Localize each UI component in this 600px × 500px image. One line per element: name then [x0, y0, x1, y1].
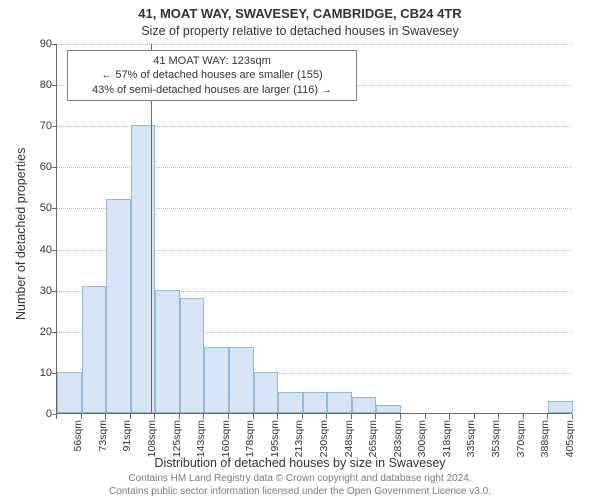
- chart-container: 41, MOAT WAY, SWAVESEY, CAMBRIDGE, CB24 …: [0, 0, 600, 500]
- y-tick-labels: 0102030405060708090: [20, 44, 56, 414]
- x-tick-mark: [474, 414, 475, 419]
- histogram-bar: [327, 392, 352, 413]
- footer-line: Contains public sector information licen…: [0, 486, 600, 499]
- y-tick-mark: [52, 332, 57, 333]
- y-tick-mark: [52, 208, 57, 209]
- histogram-bar: [278, 392, 303, 413]
- y-tick-mark: [52, 167, 57, 168]
- x-tick-mark: [203, 414, 204, 419]
- y-tick-mark: [52, 250, 57, 251]
- x-tick-mark: [56, 414, 57, 419]
- x-tick-label: 195sqm: [269, 420, 281, 457]
- histogram-bar: [82, 286, 107, 413]
- histogram-bar: [106, 199, 131, 413]
- y-tick-label: 80: [22, 79, 52, 91]
- x-tick-mark: [228, 414, 229, 419]
- histogram-bar: [352, 397, 377, 413]
- y-tick-label: 40: [22, 244, 52, 256]
- x-tick-mark: [498, 414, 499, 419]
- histogram-bar: [229, 347, 254, 413]
- histogram-bar: [254, 372, 279, 413]
- annotation-line: 43% of semi-detached houses are larger (…: [76, 83, 348, 97]
- x-axis-label: Distribution of detached houses by size …: [0, 456, 600, 470]
- x-tick-label: 353sqm: [490, 420, 502, 457]
- y-tick-label: 60: [22, 161, 52, 173]
- x-tick-mark: [351, 414, 352, 419]
- x-tick-label: 56sqm: [72, 420, 84, 452]
- x-tick-mark: [154, 414, 155, 419]
- x-tick-label: 248sqm: [343, 420, 355, 457]
- x-tick-mark: [105, 414, 106, 419]
- x-tick-label: 125sqm: [171, 420, 183, 457]
- x-tick-mark: [572, 414, 573, 419]
- x-tick-mark: [302, 414, 303, 419]
- x-tick-label: 178sqm: [244, 420, 256, 457]
- x-tick-label: 388sqm: [539, 420, 551, 457]
- x-tick-label: 318sqm: [441, 420, 453, 457]
- x-tick-label: 405sqm: [564, 420, 576, 457]
- histogram-bar: [204, 347, 229, 413]
- x-tick-label: 213sqm: [293, 420, 305, 457]
- histogram-bar: [57, 372, 82, 413]
- x-tick-mark: [179, 414, 180, 419]
- x-tick-mark: [326, 414, 327, 419]
- chart-title: 41, MOAT WAY, SWAVESEY, CAMBRIDGE, CB24 …: [0, 6, 600, 21]
- y-tick-label: 90: [22, 38, 52, 50]
- y-tick-mark: [52, 85, 57, 86]
- x-tick-mark: [449, 414, 450, 419]
- y-tick-label: 0: [22, 408, 52, 420]
- x-tick-label: 160sqm: [220, 420, 232, 457]
- annotation-box: 41 MOAT WAY: 123sqm ← 57% of detached ho…: [67, 50, 357, 101]
- x-tick-mark: [375, 414, 376, 419]
- x-tick-label: 300sqm: [416, 420, 428, 457]
- footer-attribution: Contains HM Land Registry data © Crown c…: [0, 473, 600, 498]
- x-tick-mark: [523, 414, 524, 419]
- y-tick-label: 50: [22, 202, 52, 214]
- x-tick-mark: [277, 414, 278, 419]
- y-tick-mark: [52, 126, 57, 127]
- annotation-line: ← 57% of detached houses are smaller (15…: [76, 68, 348, 82]
- x-tick-label: 91sqm: [121, 420, 133, 452]
- x-tick-mark: [253, 414, 254, 419]
- y-tick-mark: [52, 291, 57, 292]
- y-tick-label: 70: [22, 120, 52, 132]
- x-tick-label: 370sqm: [515, 420, 527, 457]
- x-tick-label: 265sqm: [367, 420, 379, 457]
- x-tick-label: 143sqm: [195, 420, 207, 457]
- footer-line: Contains HM Land Registry data © Crown c…: [0, 473, 600, 486]
- grid-line: [57, 44, 572, 45]
- annotation-line: 41 MOAT WAY: 123sqm: [76, 54, 348, 68]
- chart-subtitle: Size of property relative to detached ho…: [0, 24, 600, 38]
- x-tick-label: 73sqm: [97, 420, 109, 452]
- plot-area: 41 MOAT WAY: 123sqm ← 57% of detached ho…: [56, 44, 572, 414]
- x-tick-mark: [425, 414, 426, 419]
- x-tick-mark: [130, 414, 131, 419]
- x-tick-mark: [400, 414, 401, 419]
- y-tick-label: 30: [22, 285, 52, 297]
- histogram-bar: [303, 392, 328, 413]
- x-tick-mark: [547, 414, 548, 419]
- x-tick-label: 230sqm: [318, 420, 330, 457]
- x-tick-mark: [81, 414, 82, 419]
- y-tick-label: 20: [22, 326, 52, 338]
- histogram-bar: [548, 401, 573, 413]
- y-tick-label: 10: [22, 367, 52, 379]
- histogram-bar: [376, 405, 401, 413]
- histogram-bar: [155, 290, 180, 413]
- histogram-bar: [180, 298, 205, 413]
- y-tick-mark: [52, 44, 57, 45]
- x-tick-label: 335sqm: [465, 420, 477, 457]
- x-tick-label: 108sqm: [146, 420, 158, 457]
- x-tick-label: 283sqm: [392, 420, 404, 457]
- x-tick-labels: 56sqm 73sqm 91sqm 108sqm 125sqm 143sqm 160sqm 1…: [56, 414, 572, 460]
